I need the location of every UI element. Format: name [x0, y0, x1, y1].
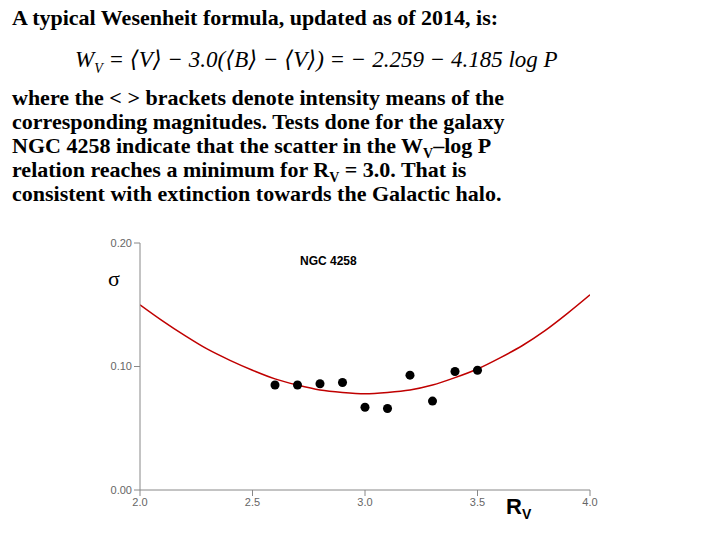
svg-text:3.5: 3.5 — [470, 496, 485, 508]
html-text:relation reaches a minimum for: relation reaches a minimum for RV= 3.0. … — [12, 157, 467, 186]
svg-text:4.0: 4.0 — [582, 496, 597, 508]
html-text:consistent with extinction tow: consistent with extinction towards the G… — [12, 181, 502, 206]
svg-text:0.20: 0.20 — [111, 237, 132, 249]
svg-text:3.0: 3.0 — [357, 496, 372, 508]
svg-text:0.00: 0.00 — [111, 484, 132, 496]
html-text:NGC 4258 indicate that the sca: NGC 4258 indicate that the scatter in th… — [12, 133, 492, 162]
svg-text:2.0: 2.0 — [132, 496, 147, 508]
html-text:A typical Wesenheit formula, u: A typical Wesenheit formula, updated as … — [12, 5, 499, 30]
svg-text:0.10: 0.10 — [111, 360, 132, 372]
svg-text:2.5: 2.5 — [245, 496, 260, 508]
html-text:WV= ⟨V⟩ − 3.0(⟨B⟩ − ⟨V⟩) = − 2: WV= ⟨V⟩ − 3.0(⟨B⟩ − ⟨V⟩) = − 2.259 − 4.1… — [75, 47, 558, 76]
html-text:corresponding magnitudes. Test: corresponding magnitudes. Tests done for… — [12, 109, 505, 134]
html-text:NGC 4258: NGC 4258 — [300, 254, 357, 268]
html-text:RV: RV — [506, 494, 532, 523]
html-text:where the < > brackets denote: where the < > brackets denote intensity … — [12, 85, 505, 110]
html-text:σ: σ — [108, 266, 120, 291]
